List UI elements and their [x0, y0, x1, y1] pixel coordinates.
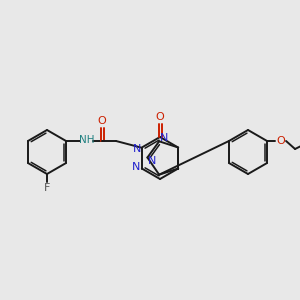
Text: NH: NH — [79, 135, 95, 145]
Text: F: F — [44, 183, 50, 193]
Text: O: O — [156, 112, 164, 122]
Text: N: N — [133, 145, 141, 154]
Text: O: O — [98, 116, 106, 126]
Text: N: N — [160, 133, 168, 143]
Text: O: O — [277, 136, 285, 146]
Text: N: N — [132, 163, 140, 172]
Text: N: N — [148, 155, 157, 166]
